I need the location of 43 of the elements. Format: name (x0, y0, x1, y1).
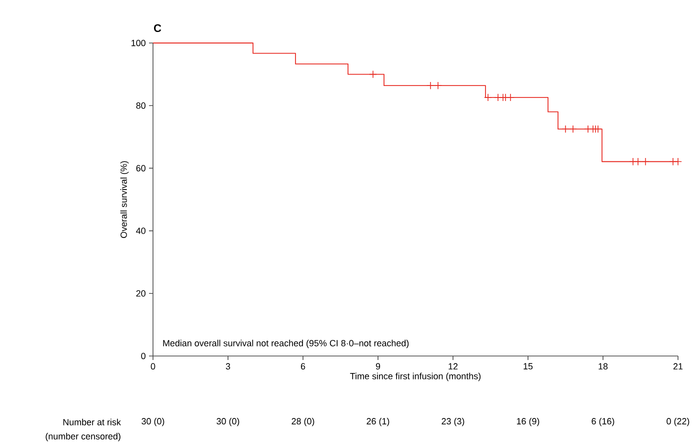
text: 16 (9) (516, 418, 540, 426)
point (674, 158, 682, 166)
point (562, 125, 570, 134)
point (629, 158, 637, 166)
x-tick-label: 6 (300, 363, 306, 370)
text: C (154, 24, 162, 32)
x-tick-label: 9 (376, 363, 380, 370)
x-tick-label: 21 (673, 363, 683, 370)
text: 0 (22) (666, 418, 690, 426)
text: 30 (0) (216, 418, 240, 426)
y-axis-title: Overall survival (%) (120, 161, 129, 238)
point (634, 158, 642, 166)
x-axis-title: Time since first infusion (months) (350, 372, 481, 382)
annotation: Median overall survival not reached (95% CI 8·0–not reached) (163, 340, 409, 348)
text: (number censored) (46, 432, 120, 442)
x-tick-label: 12 (448, 363, 458, 370)
x-tick-label: 18 (598, 363, 608, 370)
y-tick-label: 40 (136, 228, 146, 234)
x-tick-label: 15 (524, 363, 533, 370)
point (502, 93, 510, 102)
point (669, 158, 677, 166)
text: Number at risk (63, 418, 121, 426)
point (484, 93, 492, 102)
x-tick-label: 3 (226, 363, 230, 370)
point (506, 93, 514, 102)
point (642, 158, 650, 166)
point (369, 70, 377, 78)
text: 30 (0) (142, 418, 164, 426)
point (434, 82, 442, 90)
text: 23 (3) (442, 418, 464, 426)
point (569, 125, 577, 134)
point (426, 82, 434, 90)
y-tick-label: 100 (132, 40, 146, 46)
x-tick-label: 0 (150, 363, 156, 370)
point (494, 93, 502, 102)
text: 28 (0) (292, 418, 314, 426)
point (584, 125, 592, 134)
text: 26 (1) (366, 418, 390, 426)
y-tick-label: 60 (136, 165, 146, 172)
text: 6 (16) (592, 418, 614, 426)
y-tick-label: 0 (141, 352, 146, 360)
y-tick-label: 80 (136, 102, 146, 109)
y-tick-label: 20 (136, 290, 146, 297)
